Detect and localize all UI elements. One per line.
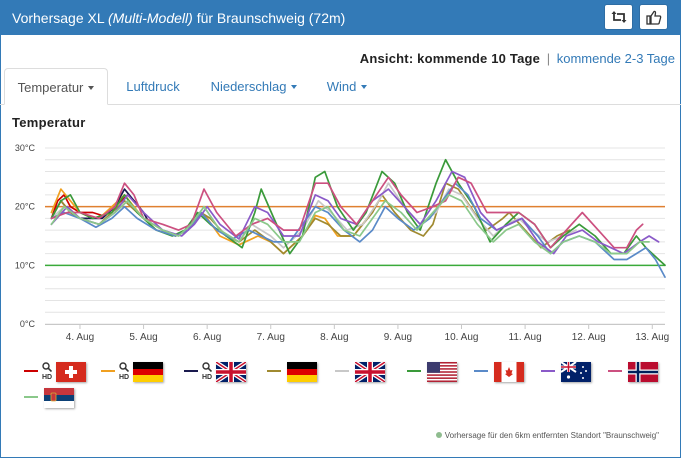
magnifier-icon (42, 362, 52, 372)
legend-swatch (267, 370, 281, 372)
legend-item[interactable] (335, 360, 405, 382)
view-separator: | (546, 51, 551, 66)
legend-swatch (407, 370, 421, 372)
legend-item[interactable]: HD (184, 360, 254, 382)
tab-wind[interactable]: Wind (318, 68, 376, 105)
legend-item[interactable] (474, 360, 544, 382)
panel-header: Vorhersage XL (Multi-Modell) für Braunsc… (0, 0, 681, 35)
legend-swatch (24, 396, 38, 398)
flag-germany-icon (287, 362, 317, 382)
legend-swatch (474, 370, 488, 372)
chart-legend: HD HD HD (0, 360, 681, 420)
legend-item[interactable] (608, 360, 678, 382)
flag-canada-icon (494, 362, 524, 382)
flag-norway-icon (628, 362, 658, 382)
series-line-8 (50, 170, 660, 255)
view-link-2-3-days[interactable]: kommende 2-3 Tage (556, 51, 675, 66)
tab-label: Niederschlag (210, 79, 287, 94)
title-suffix: für Braunschweig (72m) (196, 10, 346, 26)
tab-bar: Temperatur Luftdruck Niederschlag Wind (0, 68, 681, 105)
chevron-down-icon (291, 84, 298, 89)
flag-uk-icon (355, 362, 385, 382)
series-line-10 (50, 194, 650, 255)
like-button[interactable] (639, 4, 668, 30)
series-line-9 (50, 176, 644, 249)
flag-usa-icon (427, 362, 457, 382)
x-tick-label: 9. Aug (384, 332, 412, 343)
chevron-down-icon (88, 85, 95, 90)
y-tick-label: 0°C (20, 319, 36, 329)
x-tick-label: 7. Aug (257, 332, 285, 343)
location-footnote: Vorhersage für den 6km entfernten Stando… (435, 431, 659, 440)
legend-swatch (24, 370, 38, 372)
legend-swatch (101, 370, 115, 372)
footnote-text: Vorhersage für den 6km entfernten Stando… (444, 431, 659, 440)
x-tick-label: 6. Aug (193, 332, 221, 343)
hd-label: HD (119, 374, 130, 381)
x-tick-label: 10. Aug (445, 332, 479, 343)
tab-niederschlag[interactable]: Niederschlag (200, 68, 308, 105)
legend-item[interactable] (24, 386, 94, 408)
x-tick-label: 4. Aug (66, 332, 94, 343)
flag-serbia-icon (44, 388, 74, 408)
x-tick-label: 5. Aug (129, 332, 157, 343)
title-model: (Multi-Modell) (108, 10, 193, 26)
x-tick-label: 13. Aug (635, 332, 669, 343)
tab-luftdruck[interactable]: Luftdruck (114, 68, 192, 105)
retweet-button[interactable] (604, 4, 633, 30)
x-tick-label: 11. Aug (509, 332, 542, 343)
legend-item[interactable]: HD (24, 360, 94, 382)
y-tick-label: 30°C (15, 143, 36, 153)
flag-australia-icon (561, 362, 591, 382)
flag-uk-icon (216, 362, 246, 382)
chart-title: Temperatur (12, 115, 86, 130)
legend-swatch (184, 370, 198, 372)
x-tick-label: 8. Aug (320, 332, 348, 343)
flag-germany-icon (133, 362, 163, 382)
view-label: Ansicht: kommende 10 Tage (359, 51, 541, 66)
legend-swatch (608, 370, 622, 372)
tab-temperatur[interactable]: Temperatur (4, 68, 108, 105)
legend-swatch (335, 370, 349, 372)
view-selector: Ansicht: kommende 10 Tage | kommende 2-3… (360, 51, 675, 66)
thumbs-up-icon (646, 10, 662, 25)
flag-switzerland-icon (56, 362, 86, 382)
tab-label: Temperatur (17, 80, 84, 95)
title-prefix: Vorhersage XL (12, 10, 105, 26)
tab-label: Luftdruck (126, 79, 180, 94)
legend-swatch (541, 370, 555, 372)
chevron-down-icon (361, 84, 368, 89)
retweet-icon (611, 11, 627, 23)
tab-label: Wind (326, 79, 357, 94)
legend-item[interactable] (407, 360, 477, 382)
hd-label: HD (202, 374, 213, 381)
location-dot-icon (435, 431, 442, 438)
y-tick-label: 20°C (15, 202, 36, 212)
hd-label: HD (42, 374, 53, 381)
series-line-6 (50, 158, 666, 267)
temperature-chart: 0°C 10°C 20°C 30°C 4. Aug 5. Aug 6. Aug 7. Aug 8… (15, 143, 669, 343)
magnifier-icon (119, 362, 129, 372)
panel-title: Vorhersage XL (Multi-Modell) für Braunsc… (12, 10, 345, 26)
x-tick-label: 12. Aug (572, 332, 606, 343)
y-tick-label: 10°C (15, 260, 36, 270)
legend-item[interactable]: HD (101, 360, 171, 382)
magnifier-icon (202, 362, 212, 372)
legend-item[interactable] (267, 360, 337, 382)
legend-item[interactable] (541, 360, 611, 382)
